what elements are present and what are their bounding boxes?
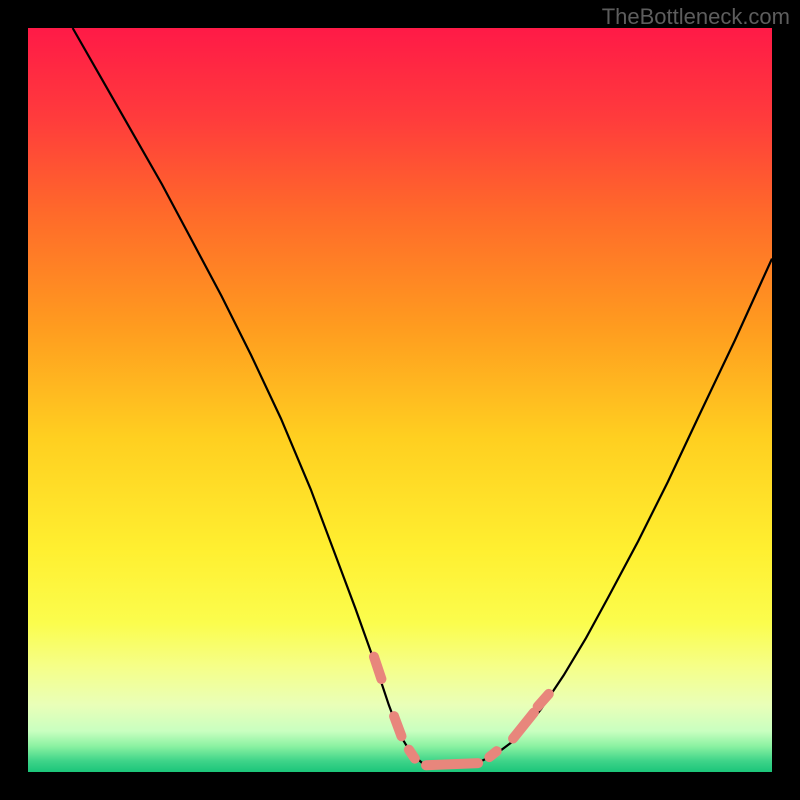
highlight-segment: [394, 716, 401, 736]
highlight-segment: [489, 751, 496, 757]
watermark-text: TheBottleneck.com: [602, 4, 790, 30]
highlight-segment: [409, 750, 415, 759]
chart-container: TheBottleneck.com: [0, 0, 800, 800]
bottleneck-chart: [0, 0, 800, 800]
highlight-segment: [374, 657, 381, 679]
gradient-background: [28, 28, 772, 772]
highlight-segment: [426, 763, 478, 765]
